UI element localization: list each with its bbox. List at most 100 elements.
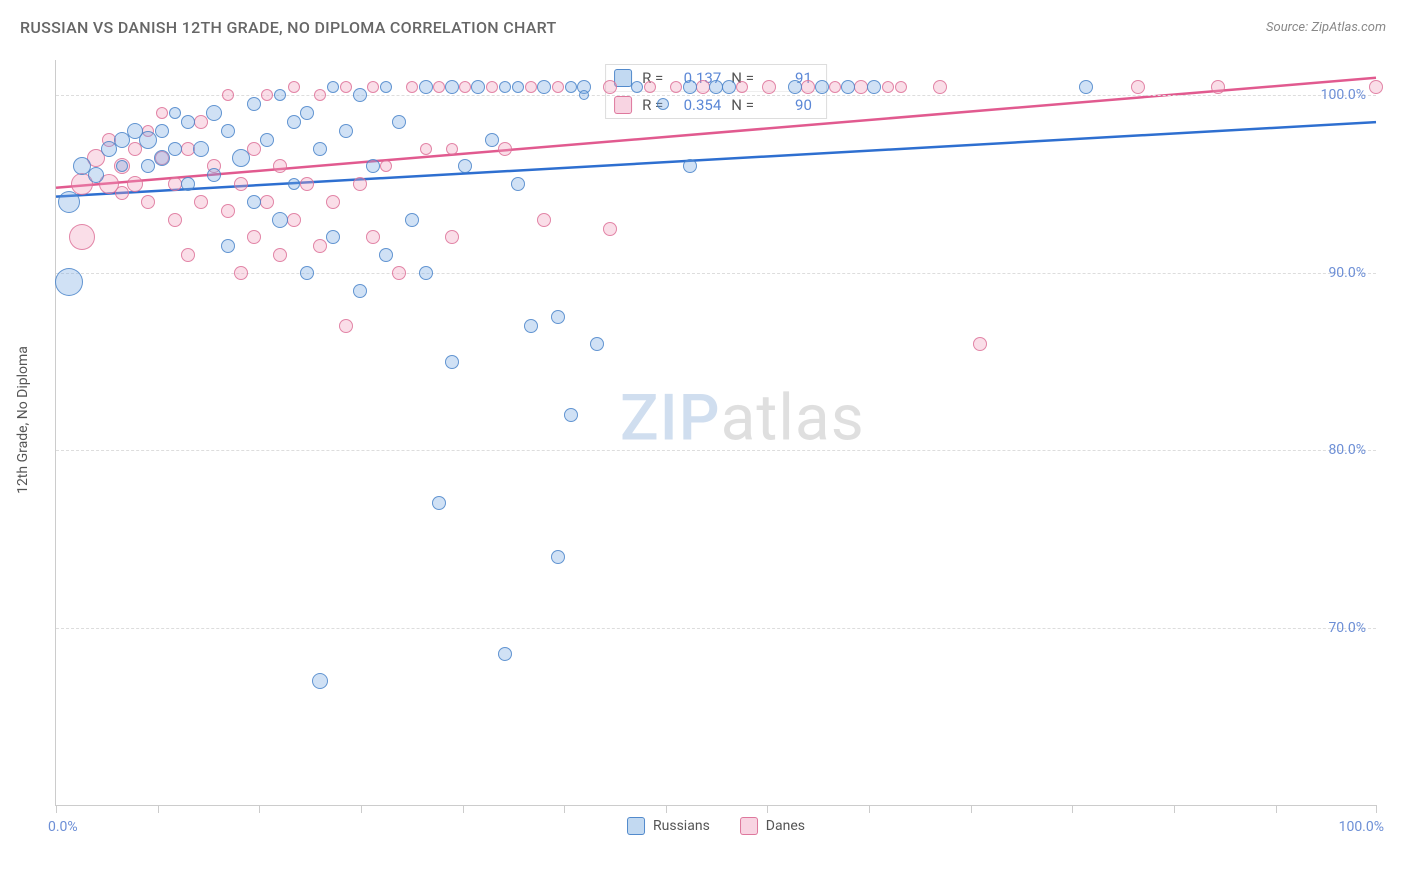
data-point-pink bbox=[194, 115, 208, 129]
data-point-pink bbox=[552, 81, 564, 93]
data-point-pink bbox=[1369, 80, 1383, 94]
data-point-blue bbox=[458, 159, 472, 173]
data-point-blue bbox=[551, 550, 565, 564]
data-point-pink bbox=[525, 81, 537, 93]
data-point-pink bbox=[300, 177, 314, 191]
data-point-pink bbox=[486, 81, 498, 93]
data-point-pink bbox=[261, 89, 273, 101]
data-point-blue bbox=[154, 150, 170, 166]
data-point-blue bbox=[405, 213, 419, 227]
data-point-pink bbox=[406, 81, 418, 93]
xtick bbox=[971, 805, 972, 813]
legend-swatch-blue-icon bbox=[627, 817, 645, 835]
data-point-pink bbox=[736, 81, 748, 93]
data-point-pink bbox=[603, 80, 617, 94]
data-point-pink bbox=[234, 177, 248, 191]
data-point-blue bbox=[709, 80, 723, 94]
data-point-pink bbox=[234, 266, 248, 280]
xtick bbox=[564, 805, 565, 813]
data-point-blue bbox=[565, 81, 577, 93]
data-point-blue bbox=[512, 81, 524, 93]
data-point-blue bbox=[247, 97, 261, 111]
data-point-pink bbox=[801, 80, 815, 94]
data-point-pink bbox=[168, 213, 182, 227]
data-point-pink bbox=[603, 222, 617, 236]
data-point-blue bbox=[247, 195, 261, 209]
data-point-blue bbox=[631, 81, 643, 93]
data-point-pink bbox=[644, 81, 656, 93]
data-point-blue bbox=[207, 168, 221, 182]
chart-title: RUSSIAN VS DANISH 12TH GRADE, NO DIPLOMA… bbox=[20, 18, 557, 37]
data-point-blue bbox=[353, 88, 367, 102]
data-point-blue bbox=[579, 90, 589, 100]
source-label: Source: ZipAtlas.com bbox=[1266, 20, 1386, 35]
data-point-pink bbox=[366, 230, 380, 244]
data-point-blue bbox=[788, 80, 802, 94]
data-point-blue bbox=[181, 115, 195, 129]
data-point-pink bbox=[895, 81, 907, 93]
data-point-pink bbox=[1211, 80, 1225, 94]
data-point-pink bbox=[156, 107, 168, 119]
legend-label-blue: Russians bbox=[653, 818, 710, 834]
data-point-blue bbox=[511, 177, 525, 191]
data-point-pink bbox=[433, 81, 445, 93]
data-point-blue bbox=[274, 89, 286, 101]
data-point-blue bbox=[419, 266, 433, 280]
data-point-blue bbox=[445, 355, 459, 369]
data-point-pink bbox=[367, 81, 379, 93]
data-point-pink bbox=[1131, 80, 1145, 94]
ytick-label: 70.0% bbox=[1328, 620, 1366, 636]
data-point-blue bbox=[339, 124, 353, 138]
data-point-blue bbox=[288, 178, 300, 190]
data-point-pink bbox=[696, 80, 710, 94]
data-point-pink bbox=[340, 81, 352, 93]
data-point-blue bbox=[312, 673, 328, 689]
data-point-blue bbox=[287, 115, 301, 129]
data-point-pink bbox=[313, 239, 327, 253]
data-point-pink bbox=[537, 213, 551, 227]
data-point-blue bbox=[1079, 80, 1093, 94]
data-point-blue bbox=[181, 177, 195, 191]
data-point-blue bbox=[168, 142, 182, 156]
data-point-blue bbox=[58, 191, 80, 213]
data-point-pink bbox=[247, 230, 261, 244]
data-point-blue bbox=[379, 248, 393, 262]
data-point-blue bbox=[260, 133, 274, 147]
x-min-label: 0.0% bbox=[48, 819, 78, 835]
legend-item-pink: Danes bbox=[740, 817, 805, 835]
data-point-blue bbox=[169, 107, 181, 119]
xtick bbox=[259, 805, 260, 813]
xtick bbox=[361, 805, 362, 813]
data-point-pink bbox=[380, 160, 392, 172]
xtick bbox=[1174, 805, 1175, 813]
data-point-pink bbox=[762, 80, 776, 94]
source-name: ZipAtlas.com bbox=[1311, 20, 1386, 35]
data-point-pink bbox=[854, 80, 868, 94]
pink-r-value: 0.354 bbox=[673, 96, 721, 114]
gridline-h bbox=[56, 95, 1376, 96]
ytick-label: 90.0% bbox=[1328, 265, 1366, 281]
data-point-blue bbox=[232, 149, 250, 167]
data-point-pink bbox=[287, 213, 301, 227]
data-point-pink bbox=[459, 81, 471, 93]
data-point-blue bbox=[272, 212, 288, 228]
xtick bbox=[158, 805, 159, 813]
data-point-pink bbox=[420, 143, 432, 155]
xtick bbox=[56, 805, 57, 813]
data-point-blue bbox=[221, 239, 235, 253]
data-point-pink bbox=[933, 80, 947, 94]
data-point-pink bbox=[446, 143, 458, 155]
legend-item-blue: Russians bbox=[627, 817, 710, 835]
data-point-blue bbox=[419, 80, 433, 94]
data-point-pink bbox=[353, 177, 367, 191]
gridline-h bbox=[56, 273, 1376, 274]
legend-swatch-pink-icon bbox=[740, 817, 758, 835]
data-point-blue bbox=[564, 408, 578, 422]
data-point-pink bbox=[115, 186, 129, 200]
data-point-blue bbox=[221, 124, 235, 138]
data-point-blue bbox=[498, 647, 512, 661]
data-point-blue bbox=[657, 98, 669, 110]
xtick bbox=[666, 805, 667, 813]
data-point-pink bbox=[288, 81, 300, 93]
xtick bbox=[767, 805, 768, 813]
